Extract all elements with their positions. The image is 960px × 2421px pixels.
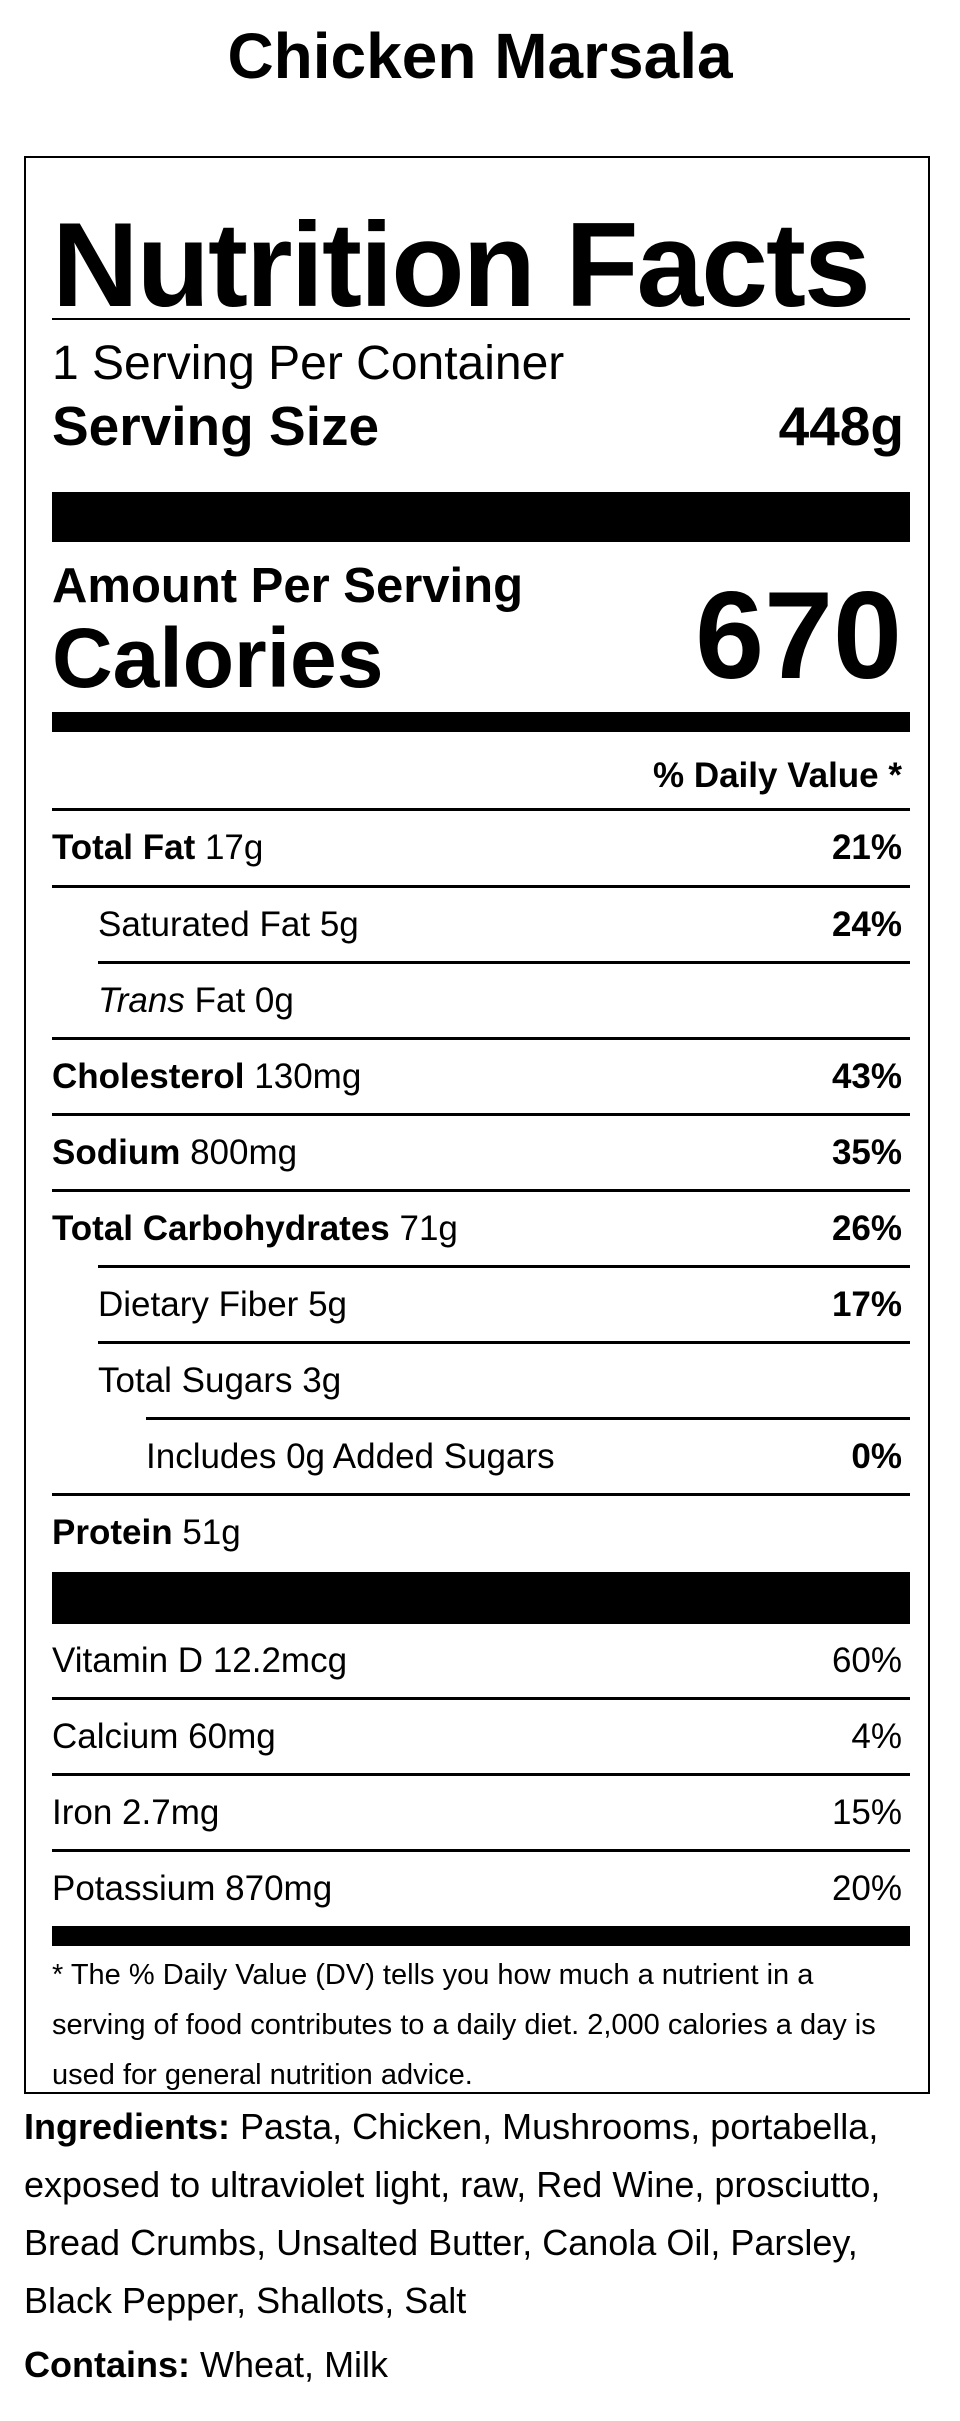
- vitamin-name: Calcium: [52, 1717, 179, 1756]
- nutrient-row-dietary-fiber: Dietary Fiber 5g: [98, 1268, 347, 1342]
- divider-thin: [52, 808, 910, 811]
- nutrient-row-protein: Protein 51g: [52, 1496, 241, 1570]
- product-title: Chicken Marsala: [227, 20, 733, 92]
- vitamin-row-calcium: Calcium 60mg: [52, 1700, 276, 1774]
- nutrient-row-total-sugars: Total Sugars 3g: [98, 1344, 341, 1418]
- nutrient-row-trans-fat: Trans Fat 0g: [98, 964, 294, 1038]
- nutrient-name-suffix: Fat: [194, 981, 246, 1020]
- divider-thin: [146, 1417, 910, 1420]
- nutrient-name: Total Fat: [52, 828, 196, 867]
- divider-thin: [52, 1189, 910, 1192]
- divider-thin: [52, 318, 910, 320]
- vitamin-amount: 870mg: [225, 1869, 333, 1908]
- nutrient-amount: 5g: [319, 905, 359, 944]
- nutrient-name: Cholesterol: [52, 1057, 245, 1096]
- nutrient-dv: 26%: [831, 1209, 902, 1248]
- nutrient-row-total-carbohydrates: Total Carbohydrates 71g: [52, 1192, 458, 1266]
- ingredients-text: Pasta, Chicken, Mushrooms, portabella, e…: [24, 2106, 881, 2321]
- ingredients-label: Ingredients:: [24, 2106, 231, 2147]
- vitamin-name: Iron: [52, 1793, 113, 1832]
- nutrient-dv: 35%: [831, 1133, 902, 1172]
- daily-value-header: % Daily Value *: [652, 756, 902, 795]
- nutrient-dv: 0%: [851, 1437, 902, 1476]
- nutrient-name: Saturated Fat: [98, 905, 311, 944]
- divider-thin: [52, 1037, 910, 1040]
- nutrient-row-saturated-fat: Saturated Fat 5g: [98, 888, 359, 962]
- nutrient-amount: 0g: [254, 981, 294, 1020]
- vitamin-amount: 60mg: [188, 1717, 276, 1756]
- serving-size-label: Serving Size: [52, 395, 380, 457]
- divider-thin: [52, 1113, 910, 1116]
- serving-size-value: 448g: [778, 395, 904, 457]
- contains-label: Contains:: [24, 2344, 190, 2385]
- nutrient-amount: 130mg: [254, 1057, 362, 1096]
- nutrient-dv: 24%: [831, 905, 902, 944]
- nutrient-name: Total Sugars: [98, 1361, 293, 1400]
- divider-thin: [98, 961, 910, 964]
- nutrient-name: Includes 0g Added Sugars: [146, 1437, 555, 1476]
- servings-per-container: 1 Serving Per Container: [52, 337, 565, 390]
- contains-text: Wheat, Milk: [200, 2344, 389, 2385]
- vitamin-amount: 12.2mcg: [212, 1641, 348, 1680]
- nutrient-amount: 51g: [182, 1513, 241, 1552]
- nutrition-facts-panel: Nutrition Facts 1 Serving Per Container …: [24, 156, 930, 2094]
- nutrition-facts-heading: Nutrition Facts: [52, 198, 871, 332]
- divider-thin: [52, 1697, 910, 1700]
- vitamin-dv: 20%: [831, 1869, 902, 1908]
- vitamin-dv: 15%: [831, 1793, 902, 1832]
- vitamin-row-potassium: Potassium 870mg: [52, 1852, 332, 1926]
- vitamin-amount: 2.7mg: [122, 1793, 220, 1832]
- nutrient-dv: 17%: [831, 1285, 902, 1324]
- divider-medium: [52, 1926, 910, 1946]
- nutrient-name: Total Carbohydrates: [52, 1209, 390, 1248]
- nutrient-dv: 43%: [831, 1057, 902, 1096]
- ingredients-statement: Ingredients: Pasta, Chicken, Mushrooms, …: [24, 2098, 936, 2330]
- divider-medium: [52, 712, 910, 732]
- calories-value: 670: [695, 567, 902, 705]
- nutrient-amount: 17g: [204, 828, 264, 867]
- nutrient-name: Dietary Fiber: [98, 1285, 299, 1324]
- nutrient-row-sodium: Sodium 800mg: [52, 1116, 297, 1190]
- divider-thick: [52, 1572, 910, 1624]
- nutrient-dv: 21%: [831, 828, 902, 867]
- divider-thick: [52, 492, 910, 542]
- divider-thin: [98, 1341, 910, 1344]
- nutrient-amount: 3g: [302, 1361, 342, 1400]
- nutrient-name: Protein: [52, 1513, 173, 1552]
- nutrient-row-total-fat: Total Fat 17g: [52, 811, 263, 885]
- vitamin-name: Potassium: [52, 1869, 216, 1908]
- nutrient-row-cholesterol: Cholesterol 130mg: [52, 1040, 361, 1114]
- vitamin-row-vitamin-d: Vitamin D 12.2mcg: [52, 1624, 347, 1698]
- vitamin-dv: 60%: [831, 1641, 902, 1680]
- vitamin-name: Vitamin D: [52, 1641, 204, 1680]
- divider-thin: [52, 1773, 910, 1776]
- divider-thin: [52, 1493, 910, 1496]
- calories-label: Calories: [52, 611, 384, 705]
- nutrient-row-added-sugars: Includes 0g Added Sugars: [146, 1420, 555, 1494]
- nutrient-name: Sodium: [52, 1133, 181, 1172]
- nutrient-amount: 5g: [308, 1285, 347, 1324]
- divider-thin: [98, 1265, 910, 1268]
- nutrient-name: Trans: [98, 981, 185, 1020]
- vitamin-row-iron: Iron 2.7mg: [52, 1776, 219, 1850]
- allergen-statement: Contains: Wheat, Milk: [24, 2336, 388, 2394]
- divider-thin: [52, 1849, 910, 1852]
- divider-thin: [52, 885, 910, 888]
- daily-value-footnote: * The % Daily Value (DV) tells you how m…: [52, 1959, 876, 2091]
- amount-per-serving-label: Amount Per Serving: [52, 559, 524, 613]
- nutrient-amount: 800mg: [190, 1133, 298, 1172]
- vitamin-dv: 4%: [851, 1717, 902, 1756]
- nutrient-amount: 71g: [399, 1209, 458, 1248]
